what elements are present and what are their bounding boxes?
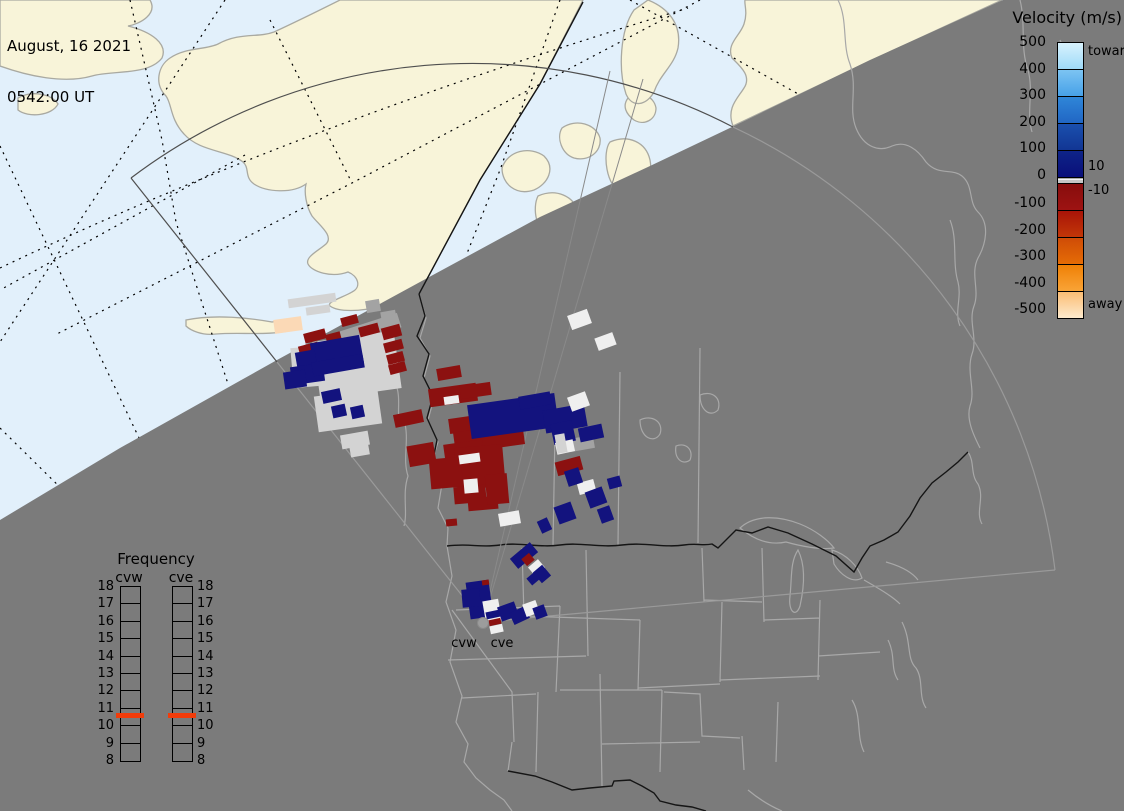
velocity-segment-away — [1058, 238, 1083, 265]
velocity-cell — [429, 457, 463, 490]
frequency-tick: 10 — [94, 719, 114, 732]
velocity-segment-toward — [1058, 70, 1083, 97]
frequency-bar-segment — [173, 639, 192, 656]
velocity-tick: -400 — [986, 276, 1046, 290]
velocity-cell — [485, 473, 510, 505]
frequency-bar-cvw — [120, 586, 141, 762]
frequency-current-marker — [168, 713, 196, 718]
toward-label: toward — [1088, 45, 1124, 59]
velocity-tick: -200 — [986, 223, 1046, 237]
frequency-tick: 18 — [94, 580, 114, 593]
zero-band-low-label: -10 — [1088, 184, 1109, 198]
velocity-segment-toward — [1058, 151, 1083, 178]
velocity-tick: -500 — [986, 302, 1046, 316]
frequency-current-marker — [116, 713, 144, 718]
velocity-cell — [365, 299, 381, 313]
velocity-tick: -300 — [986, 249, 1046, 263]
velocity-cell — [283, 370, 307, 390]
map-canvas — [0, 0, 1124, 811]
frequency-tick: 11 — [197, 702, 217, 715]
frequency-tick: 8 — [94, 754, 114, 767]
velocity-segment-away — [1058, 265, 1083, 292]
velocity-legend-title: Velocity (m/s) — [1004, 8, 1122, 27]
velocity-segment-away — [1058, 292, 1083, 318]
frequency-column-label-cvw: cvw — [109, 570, 149, 586]
velocity-tick: 200 — [986, 115, 1046, 129]
frequency-bar-segment — [121, 674, 140, 691]
velocity-colorbar — [1057, 42, 1084, 319]
frequency-tick: 8 — [197, 754, 217, 767]
frequency-tick: 12 — [197, 684, 217, 697]
velocity-tick: 100 — [986, 141, 1046, 155]
frequency-tick: 12 — [94, 684, 114, 697]
frequency-bar-segment — [173, 604, 192, 621]
frequency-tick: 18 — [197, 580, 217, 593]
velocity-segment-away — [1058, 211, 1083, 238]
velocity-tick: 0 — [986, 168, 1046, 182]
frequency-tick: 11 — [94, 702, 114, 715]
frequency-bar-segment — [173, 587, 192, 604]
frequency-bar-segment — [121, 657, 140, 674]
frequency-tick: 16 — [94, 615, 114, 628]
velocity-cell — [482, 580, 490, 586]
velocity-segment-away — [1058, 184, 1083, 211]
superdarn-velocity-map: August, 16 2021 0542:00 UT Velocity (m/s… — [0, 0, 1124, 811]
frequency-tick: 13 — [94, 667, 114, 680]
velocity-cell — [461, 588, 481, 608]
frequency-bar-cve — [172, 586, 193, 762]
frequency-tick: 15 — [197, 632, 217, 645]
frequency-bar-segment — [121, 622, 140, 639]
frequency-tick: 9 — [94, 737, 114, 750]
velocity-tick: 400 — [986, 62, 1046, 76]
velocity-segment-toward — [1058, 124, 1083, 151]
frequency-tick: 17 — [197, 597, 217, 610]
plot-datetime: August, 16 2021 0542:00 UT — [7, 4, 131, 140]
plot-time: 0542:00 UT — [7, 89, 131, 106]
velocity-cell — [463, 478, 478, 493]
frequency-bar-segment — [121, 604, 140, 621]
velocity-tick: -100 — [986, 196, 1046, 210]
zero-band-high-label: 10 — [1088, 160, 1105, 174]
frequency-bar-segment — [121, 691, 140, 708]
frequency-tick: 10 — [197, 719, 217, 732]
radar-site-label-cve: cve — [482, 636, 522, 651]
velocity-tick: 300 — [986, 88, 1046, 102]
frequency-tick: 17 — [94, 597, 114, 610]
radar-site-label-cvw: cvw — [444, 636, 484, 651]
frequency-tick: 15 — [94, 632, 114, 645]
frequency-bar-segment — [173, 726, 192, 743]
frequency-bar-segment — [121, 587, 140, 604]
plot-date: August, 16 2021 — [7, 38, 131, 55]
away-label: away — [1088, 298, 1122, 312]
frequency-legend-title: Frequency — [100, 550, 212, 568]
frequency-column-label-cve: cve — [161, 570, 201, 586]
frequency-bar-segment — [173, 657, 192, 674]
frequency-tick: 14 — [94, 650, 114, 663]
frequency-bar-segment — [121, 726, 140, 743]
velocity-tick: 500 — [986, 35, 1046, 49]
velocity-cell — [446, 519, 458, 527]
frequency-tick: 9 — [197, 737, 217, 750]
frequency-bar-segment — [173, 744, 192, 760]
velocity-segment-toward — [1058, 43, 1083, 70]
frequency-tick: 14 — [197, 650, 217, 663]
frequency-bar-segment — [173, 691, 192, 708]
frequency-bar-segment — [173, 622, 192, 639]
radar-site-dot — [478, 618, 489, 629]
frequency-bar-segment — [173, 674, 192, 691]
frequency-bar-segment — [121, 639, 140, 656]
frequency-bar-segment — [121, 744, 140, 760]
frequency-tick: 16 — [197, 615, 217, 628]
frequency-tick: 13 — [197, 667, 217, 680]
velocity-segment-toward — [1058, 97, 1083, 124]
